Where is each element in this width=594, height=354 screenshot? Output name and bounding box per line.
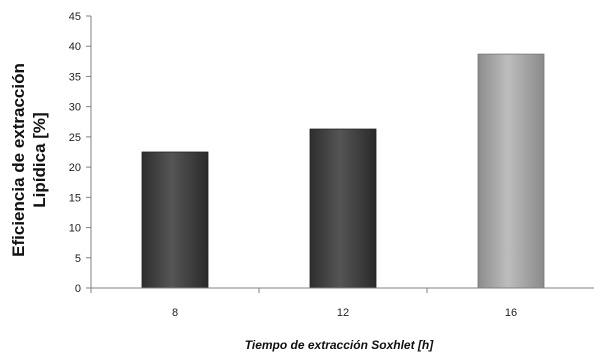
y-tick-label: 20	[69, 162, 81, 174]
y-tick-label: 5	[75, 253, 81, 265]
x-tick-label-16: 16	[505, 307, 517, 319]
y-tick-label: 35	[69, 71, 81, 83]
y-tick-label: 15	[69, 192, 81, 204]
bar-12	[309, 128, 377, 289]
y-tick-label: 0	[75, 283, 81, 295]
x-tick-label-12: 12	[337, 307, 349, 319]
y-axis-label-line2: Lipídica [%]	[30, 112, 49, 207]
y-tick-label: 40	[69, 41, 81, 53]
y-tick-label: 10	[69, 223, 81, 235]
bar-16	[477, 53, 545, 289]
x-axis-ticks: 8 12 16	[90, 288, 517, 319]
x-axis-label: Tiempo de extracción Soxhlet [h]	[245, 338, 434, 352]
y-tick-label: 25	[69, 132, 81, 144]
y-tick-label: 45	[69, 11, 81, 23]
y-tick-label: 30	[69, 102, 81, 114]
y-axis-label-line1: Eficiencia de extracción	[9, 63, 28, 257]
x-tick-label-8: 8	[172, 307, 178, 319]
bar-8	[141, 151, 209, 289]
bars	[141, 53, 545, 289]
y-axis-ticks: 0 5 10 15 20 25 30 35 40 45	[69, 11, 91, 295]
